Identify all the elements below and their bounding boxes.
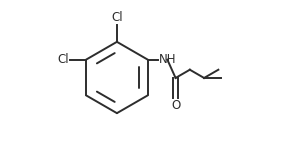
Text: Cl: Cl <box>57 53 69 66</box>
Text: NH: NH <box>158 53 176 66</box>
Text: Cl: Cl <box>111 11 123 24</box>
Text: O: O <box>171 99 180 112</box>
